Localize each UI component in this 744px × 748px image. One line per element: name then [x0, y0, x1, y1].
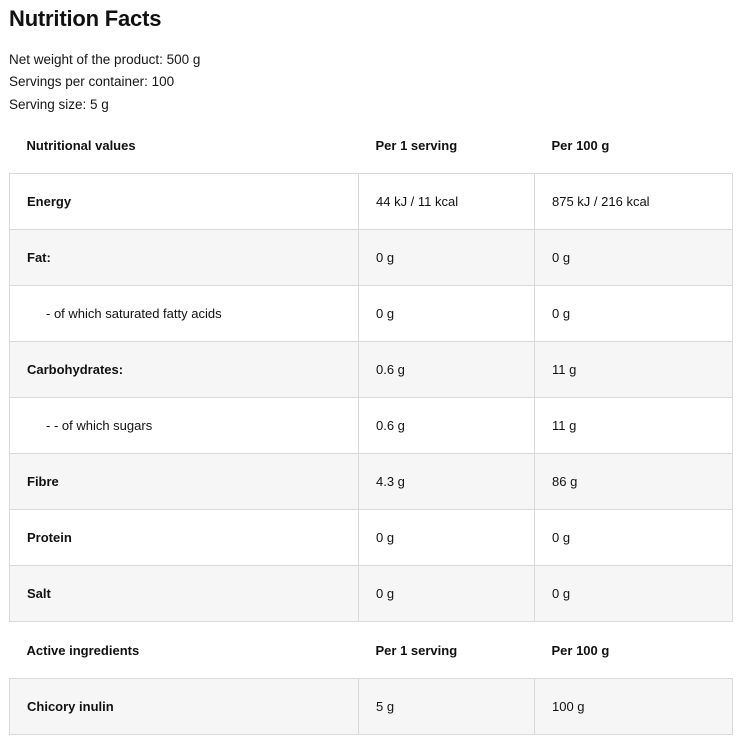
per-100g-value: 11 g — [534, 397, 733, 454]
nutrient-name: - - of which sugars — [9, 397, 359, 454]
nutrient-name: Salt — [9, 565, 359, 622]
nutrient-name: Protein — [9, 509, 359, 566]
nutrient-name: Fibre — [9, 453, 359, 510]
per-100g-value: 0 g — [534, 565, 733, 622]
per-100g-value: 875 kJ / 216 kcal — [534, 173, 733, 230]
page-title: Nutrition Facts — [9, 6, 162, 31]
serving-size-text: Serving size: 5 g — [9, 97, 109, 112]
nutrient-name: Energy — [9, 173, 359, 230]
per-serving-value: 5 g — [358, 678, 535, 735]
per-100g-value: 0 g — [534, 229, 733, 286]
table-row-energy: Energy 44 kJ / 11 kcal 875 kJ / 216 kcal — [9, 173, 733, 230]
active-ingredients-header-row: Active ingredients Per 1 serving Per 100… — [9, 621, 733, 679]
table-row-chicory-inulin: Chicory inulin 5 g 100 g — [9, 678, 733, 735]
per-serving-value: 4.3 g — [358, 453, 535, 510]
column-header-per-serving: Per 1 serving — [358, 117, 535, 174]
table-row-sugars: - - of which sugars 0.6 g 11 g — [9, 397, 733, 454]
column-header-per-100g: Per 100 g — [534, 117, 733, 174]
nutrient-name: Carbohydrates: — [9, 341, 359, 398]
per-serving-value: 0 g — [358, 285, 535, 342]
column-header-per-100g: Per 100 g — [534, 621, 733, 679]
per-100g-value: 11 g — [534, 341, 733, 398]
per-serving-value: 0 g — [358, 565, 535, 622]
per-100g-value: 86 g — [534, 453, 733, 510]
table-row-protein: Protein 0 g 0 g — [9, 509, 733, 566]
per-serving-value: 0.6 g — [358, 341, 535, 398]
per-100g-value: 0 g — [534, 285, 733, 342]
servings-per-container-text: Servings per container: 100 — [9, 74, 175, 89]
table-row-salt: Salt 0 g 0 g — [9, 565, 733, 622]
table-row-fat: Fat: 0 g 0 g — [9, 229, 733, 286]
column-header-active-ingredients: Active ingredients — [9, 621, 359, 679]
per-serving-value: 0 g — [358, 229, 535, 286]
nutrition-table: Nutritional values Per 1 serving Per 100… — [9, 117, 733, 735]
nutrition-header-row: Nutritional values Per 1 serving Per 100… — [9, 117, 733, 174]
net-weight-text: Net weight of the product: 500 g — [9, 52, 201, 67]
table-row-carbohydrates: Carbohydrates: 0.6 g 11 g — [9, 341, 733, 398]
per-serving-value: 0 g — [358, 509, 535, 566]
per-serving-value: 0.6 g — [358, 397, 535, 454]
column-header-per-serving: Per 1 serving — [358, 621, 535, 679]
per-100g-value: 100 g — [534, 678, 733, 735]
table-row-saturated-fatty-acids: - of which saturated fatty acids 0 g 0 g — [9, 285, 733, 342]
ingredient-name: Chicory inulin — [9, 678, 359, 735]
column-header-nutritional-values: Nutritional values — [9, 117, 359, 174]
table-row-fibre: Fibre 4.3 g 86 g — [9, 453, 733, 510]
per-serving-value: 44 kJ / 11 kcal — [358, 173, 535, 230]
nutrient-name: Fat: — [9, 229, 359, 286]
per-100g-value: 0 g — [534, 509, 733, 566]
nutrient-name: - of which saturated fatty acids — [9, 285, 359, 342]
